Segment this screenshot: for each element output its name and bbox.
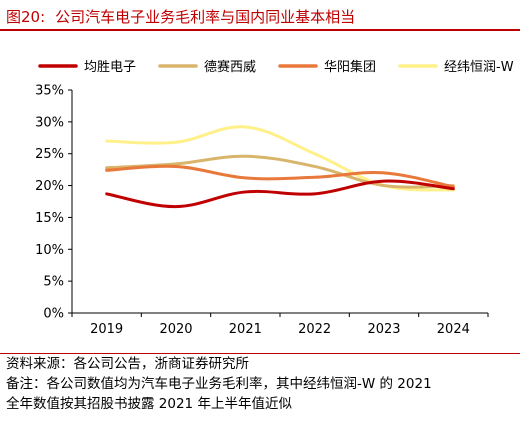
x-tick-label: 2020 [159,322,192,337]
y-tick-label: 10% [35,243,64,258]
notes-rule [0,353,520,354]
series-line-2 [105,154,455,189]
line-chart: 均胜电子 德赛西威 华阳集团 经纬恒润-W 0% 5% 10% 15% 20% 25% 30% 35… [35,59,514,337]
figure-notes: 资料来源：各公司公告，浙商证券研究所 备注：各公司数值均为汽车电子业务毛利率，其… [6,354,516,414]
y-tick-label: 0% [43,307,64,322]
x-tick-label: 2019 [90,322,123,337]
figure-title-text: 公司汽车电子业务毛利率与国内同业基本相当 [55,8,356,26]
legend-label: 华阳集团 [324,59,376,75]
y-tick-label: 35% [35,84,64,99]
x-tick-label: 2021 [229,322,262,337]
remark-note-line1: 备注：各公司数值均为汽车电子业务毛利率，其中经纬恒润-W 的 2021 [6,376,432,392]
y-tick-label: 5% [43,275,64,290]
y-tick-label: 25% [35,147,64,162]
legend-label: 经纬恒润-W [444,60,514,75]
y-tick-label: 30% [35,115,64,130]
y-tick-label: 15% [35,211,64,226]
chart-legend: 均胜电子 德赛西威 华阳集团 经纬恒润-W [38,59,514,75]
legend-label: 均胜电子 [84,60,136,75]
figure-label: 图20: [6,8,46,26]
figure-title: 图20: 公司汽车电子业务毛利率与国内同业基本相当 [6,6,355,27]
chart-lines [105,125,455,209]
source-note: 资料来源：各公司公告，浙商证券研究所 [6,356,249,372]
y-tick-label: 20% [35,179,64,194]
series-line-3 [105,164,455,189]
remark-note-line2: 全年数值按其招股书披露 2021 年上半年值近似 [6,396,292,412]
series-line-1 [105,179,455,209]
x-tick-label: 2023 [367,322,400,337]
x-tick-label: 2024 [437,322,470,337]
x-tick-label: 2022 [298,322,331,337]
title-rule [0,29,520,31]
legend-label: 德赛西威 [204,59,256,75]
chart-axes: 0% 5% 10% 15% 20% 25% 30% 35% 2019 2020 2021 2022 20… [35,84,489,337]
